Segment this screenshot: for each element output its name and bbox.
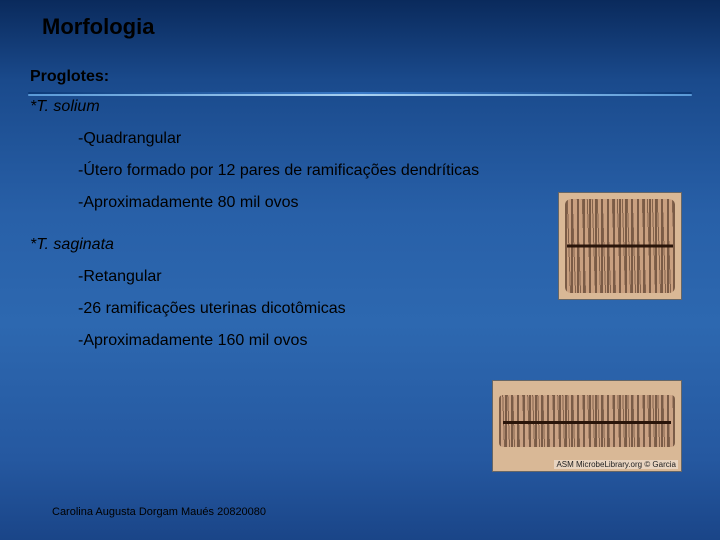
species-1-bullet: -Quadrangular — [0, 116, 720, 148]
image-caption: ASM MicrobeLibrary.org © Garcia — [554, 460, 678, 469]
species-1-bullet: -Útero formado por 12 pares de ramificaç… — [0, 148, 720, 180]
proglottid-image-solium — [558, 192, 682, 300]
footer-author: Carolina Augusta Dorgam Maués 20820080 — [52, 506, 266, 518]
species-1-name: *T. solium — [0, 96, 720, 116]
tissue-midline — [503, 421, 671, 424]
slide-title: Morfologia — [0, 0, 720, 40]
proglottid-image-saginata: ASM MicrobeLibrary.org © Garcia — [492, 380, 682, 472]
species-2-bullet: -Aproximadamente 160 mil ovos — [0, 318, 720, 350]
section-subtitle: Proglotes: — [0, 40, 720, 86]
tissue-midline — [567, 245, 673, 248]
